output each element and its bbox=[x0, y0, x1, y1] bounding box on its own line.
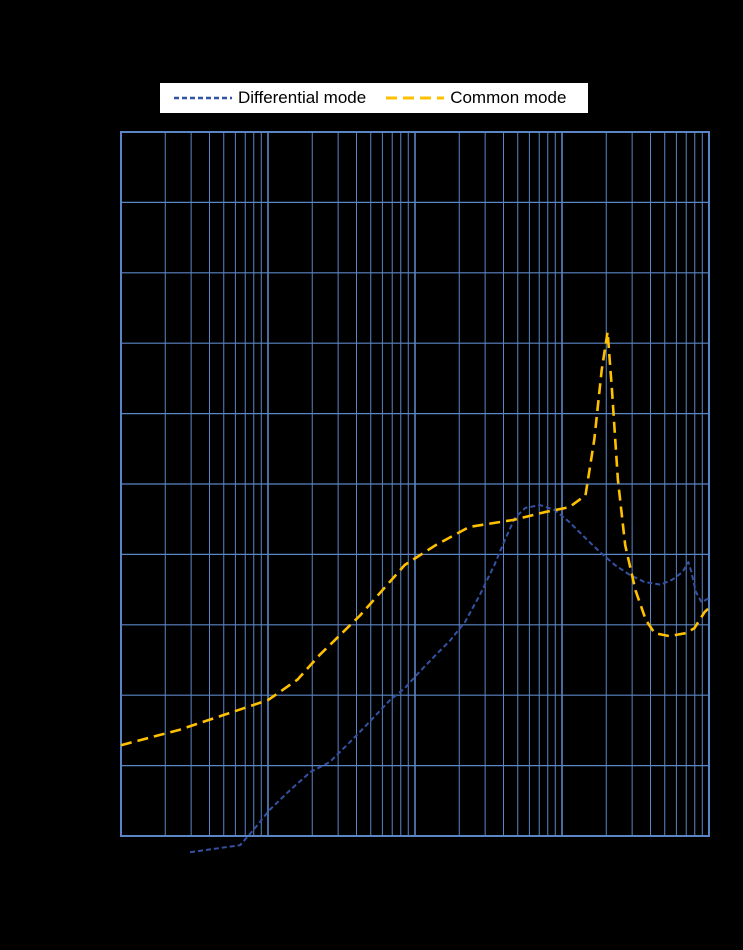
legend-item-differential-mode: Differential mode bbox=[174, 88, 366, 108]
legend-label-differential-mode: Differential mode bbox=[238, 88, 367, 107]
differential-mode-curve bbox=[189, 504, 710, 854]
common-mode-curve bbox=[120, 330, 710, 747]
differential-mode-line-swatch bbox=[174, 96, 232, 100]
legend-label-common-mode: Common mode bbox=[450, 88, 567, 107]
legend-item-common-mode: Common mode bbox=[386, 88, 566, 108]
common-mode-line-swatch bbox=[386, 96, 445, 100]
plot-border bbox=[120, 131, 710, 837]
chart-legend: Differential mode Common mode bbox=[160, 83, 589, 113]
